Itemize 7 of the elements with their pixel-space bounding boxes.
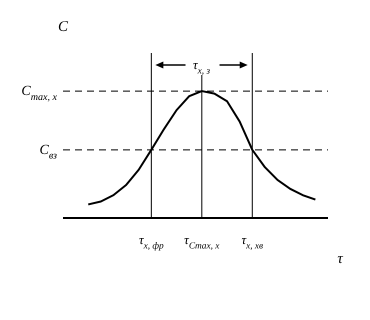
x-axis-title: τ xyxy=(337,251,344,267)
ref-line-label: C$_{max, x}$ xyxy=(21,84,58,103)
ref-line-label: C$_{вз}$ xyxy=(39,142,58,162)
text: τ$_{x, з}$ xyxy=(192,57,210,77)
y-axis-title: C xyxy=(58,19,69,35)
x-tick-label: τ$_{x, хв}$ xyxy=(241,232,264,252)
x-tick-label: τ$_{x, фр}$ xyxy=(138,232,164,252)
